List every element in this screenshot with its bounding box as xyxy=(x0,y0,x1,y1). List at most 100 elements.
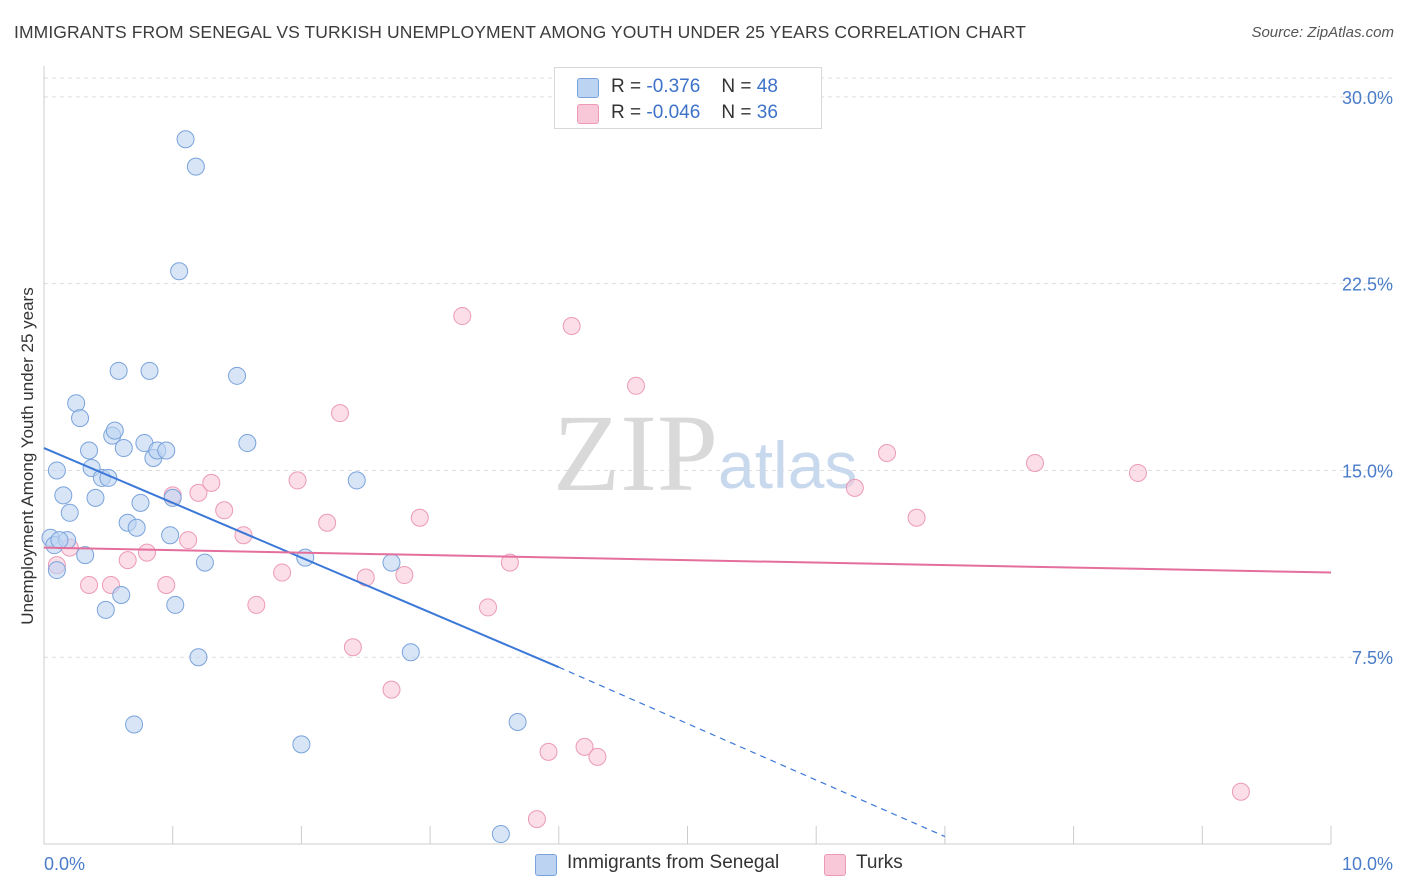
trend-lines xyxy=(43,447,1332,838)
senegal-point xyxy=(67,394,86,413)
senegal-point xyxy=(50,531,69,550)
turks-point xyxy=(907,508,926,527)
legend-r-value: -0.046 xyxy=(646,102,701,123)
turks-point xyxy=(500,553,519,572)
turks-point xyxy=(395,566,414,585)
turks-point xyxy=(189,483,208,502)
senegal-point xyxy=(112,585,131,604)
senegal-point xyxy=(96,600,115,619)
senegal-point xyxy=(170,262,189,281)
turks-point xyxy=(157,576,176,595)
turks-point xyxy=(202,473,221,492)
senegal-point xyxy=(76,546,95,565)
y-tick-label: 15.0% xyxy=(1342,461,1393,481)
legend-r-label: R = xyxy=(611,102,642,123)
turks-point xyxy=(273,563,292,582)
senegal-point xyxy=(105,421,124,440)
senegal-point xyxy=(71,409,90,428)
turks-point xyxy=(845,478,864,497)
senegal-trend-extension xyxy=(558,666,946,838)
senegal-point xyxy=(382,553,401,572)
senegal-point xyxy=(86,488,105,507)
legend-text-turks: R = -0.046 N = 36 xyxy=(611,102,778,124)
axes xyxy=(43,66,1332,845)
senegal-point xyxy=(54,486,73,505)
senegal-point xyxy=(109,361,128,380)
watermark-atlas: atlas xyxy=(718,428,857,502)
senegal-point xyxy=(189,648,208,667)
legend-n-value: 48 xyxy=(756,76,778,97)
turks-point xyxy=(137,543,156,562)
senegal-points xyxy=(41,130,527,844)
turks-point xyxy=(118,551,137,570)
turks-point xyxy=(1128,463,1147,482)
turks-point xyxy=(877,444,896,463)
y-tick-labels: 7.5% 15.0% 22.5% 30.0% xyxy=(1342,88,1393,668)
x-tick-label: 10.0% xyxy=(1342,854,1393,874)
legend-r-value: -0.376 xyxy=(646,76,701,97)
x-tick-labels: 0.0% 10.0% xyxy=(44,854,1393,874)
turks-point xyxy=(80,576,99,595)
senegal-point xyxy=(127,518,146,537)
senegal-trend-line xyxy=(43,447,560,669)
turks-point xyxy=(318,513,337,532)
legend-text-senegal: R = -0.376 N = 48 xyxy=(611,76,778,98)
legend-r-label: R = xyxy=(611,76,642,97)
y-tick-label: 7.5% xyxy=(1352,648,1393,668)
correlation-legend: R = -0.376 N = 48 R = -0.046 N = 36 xyxy=(554,67,822,129)
turks-point xyxy=(288,471,307,490)
senegal-point xyxy=(186,157,205,176)
y-tick-label: 22.5% xyxy=(1342,275,1393,295)
senegal-point xyxy=(195,553,214,572)
bottom-legend-label-senegal: Immigrants from Senegal xyxy=(567,852,780,873)
legend-n-label: N = xyxy=(721,102,752,123)
watermark: ZIP atlas xyxy=(553,392,857,514)
turks-point xyxy=(382,680,401,699)
turks-point xyxy=(343,638,362,657)
turks-trend-line xyxy=(43,546,1332,574)
legend-n-value: 36 xyxy=(756,102,778,123)
turks-point xyxy=(627,376,646,395)
legend-swatch-blue xyxy=(577,78,599,98)
senegal-point xyxy=(491,825,510,844)
senegal-point xyxy=(47,561,66,580)
turks-point xyxy=(331,404,350,423)
senegal-point xyxy=(166,595,185,614)
turks-point xyxy=(1025,453,1044,472)
senegal-point xyxy=(80,441,99,460)
senegal-point xyxy=(140,361,159,380)
turks-point xyxy=(247,595,266,614)
senegal-point xyxy=(508,712,527,731)
turks-point xyxy=(479,598,498,617)
senegal-point xyxy=(131,493,150,512)
turks-point xyxy=(527,810,546,829)
legend-n-label: N = xyxy=(721,76,752,97)
senegal-point xyxy=(292,735,311,754)
turks-point xyxy=(453,307,472,326)
turks-point xyxy=(575,737,594,756)
turks-point xyxy=(1231,782,1250,801)
bottom-legend-swatch-blue xyxy=(535,854,557,876)
turks-point xyxy=(179,531,198,550)
legend-swatch-pink xyxy=(577,104,599,124)
senegal-point xyxy=(47,461,66,480)
senegal-point xyxy=(401,643,420,662)
senegal-point xyxy=(161,526,180,545)
source-label: Source: ZipAtlas.com xyxy=(1251,24,1394,41)
turks-point xyxy=(539,742,558,761)
y-tick-label: 30.0% xyxy=(1342,88,1393,108)
bottom-legend-label-turks: Turks xyxy=(856,852,903,873)
senegal-point xyxy=(347,471,366,490)
senegal-point xyxy=(114,439,133,458)
bottom-legend-swatch-pink xyxy=(824,854,846,876)
turks-point xyxy=(562,317,581,336)
senegal-point xyxy=(60,503,79,522)
senegal-point xyxy=(157,441,176,460)
watermark-zip: ZIP xyxy=(553,392,718,514)
senegal-point xyxy=(228,366,247,385)
senegal-point xyxy=(238,434,257,453)
turks-point xyxy=(588,747,607,766)
senegal-point xyxy=(176,130,195,149)
x-tick-label: 0.0% xyxy=(44,854,85,874)
